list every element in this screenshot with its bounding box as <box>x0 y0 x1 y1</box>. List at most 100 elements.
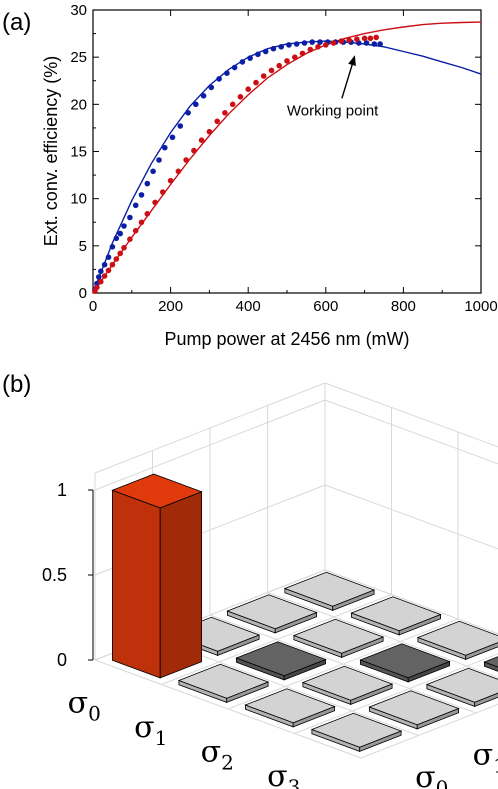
y-tick-label: 10 <box>70 191 87 208</box>
data-point <box>200 93 207 99</box>
data-point <box>367 35 374 42</box>
bar-top <box>416 620 498 656</box>
data-point <box>117 230 123 237</box>
z-tick-label: 0.5 <box>42 565 67 585</box>
data-point <box>109 261 116 268</box>
data-point <box>117 250 123 257</box>
x-tick-label: 1000 <box>464 298 497 315</box>
main-bar <box>111 473 203 679</box>
data-point <box>255 51 261 58</box>
data-point <box>138 192 145 198</box>
data-points <box>92 34 383 294</box>
panel-label-a: (a) <box>2 9 31 36</box>
data-point <box>121 244 127 251</box>
data-point <box>330 40 337 46</box>
data-point <box>309 39 316 45</box>
bar-face-right <box>465 642 498 660</box>
data-point <box>96 274 102 280</box>
x-axis-label: Pump power at 2456 nm (mW) <box>164 329 409 349</box>
data-point <box>214 118 220 125</box>
data-point <box>162 144 168 151</box>
density-matrix-3d-bar-chart: 00.51 σ0σ1σ2σ3σ0σ1σ2σ3 <box>42 382 498 789</box>
z-axis: 00.51 <box>42 480 94 670</box>
grid-line <box>324 399 498 465</box>
data-point <box>276 62 283 69</box>
grid-line <box>94 399 326 491</box>
floor-line <box>324 569 498 635</box>
bar-top <box>177 663 270 699</box>
grid-line <box>324 382 498 448</box>
fit-curve-0 <box>92 40 482 294</box>
x-tick-label: 800 <box>391 298 416 315</box>
data-point <box>371 41 378 47</box>
bar-top <box>111 473 203 509</box>
grid-line <box>94 382 326 474</box>
matrix-axis-labels: σ0σ1σ2σ3σ0σ1σ2σ3 <box>68 685 498 789</box>
row-label: σ0 <box>68 685 101 725</box>
matrix-tile <box>283 571 376 611</box>
data-point <box>354 36 360 42</box>
3d-grid <box>94 382 498 759</box>
bar-face-left <box>483 661 498 672</box>
y-tick-label: 5 <box>79 238 87 255</box>
data-point <box>373 34 380 41</box>
y-axis-label: Ext. conv. efficiency (%) <box>41 56 61 246</box>
col-label: σ1 <box>473 737 498 777</box>
data-point <box>160 189 166 195</box>
data-point <box>270 45 277 52</box>
matrix-tile <box>310 712 403 752</box>
data-point <box>239 59 246 65</box>
floor-line <box>267 592 498 678</box>
x-tick-label: 600 <box>313 298 338 315</box>
data-point <box>315 44 321 50</box>
data-point <box>191 147 197 154</box>
data-point <box>292 54 298 60</box>
axis-ticks: 0 200 400 600 800 1000 0 5 10 15 20 25 30 <box>70 2 497 315</box>
y-tick-label: 20 <box>70 96 87 113</box>
row-label: σ2 <box>201 734 234 774</box>
data-point <box>167 177 174 184</box>
y-tick-label: 0 <box>79 285 87 302</box>
data-point <box>208 84 215 91</box>
data-point <box>144 211 151 217</box>
data-point <box>317 39 323 45</box>
matrix-tile <box>177 663 270 703</box>
x-tick-label: 0 <box>89 298 97 315</box>
data-point <box>278 44 285 50</box>
panel-label-b: (b) <box>2 371 31 398</box>
data-point <box>132 202 139 209</box>
data-point <box>98 278 104 285</box>
data-point <box>361 35 368 42</box>
data-point <box>144 180 151 187</box>
data-point <box>247 55 253 61</box>
z-tick-label: 0 <box>57 650 67 670</box>
data-point <box>229 101 236 108</box>
matrix-tile <box>416 620 498 660</box>
data-point <box>121 223 127 229</box>
data-point <box>109 244 116 250</box>
matrix-tile <box>244 688 336 728</box>
bar-top <box>301 665 394 701</box>
matrix-tiles <box>111 473 498 752</box>
matrix-tile <box>368 690 460 730</box>
row-label: σ3 <box>267 759 300 789</box>
matrix-tile <box>301 665 394 705</box>
bar-top <box>283 571 376 607</box>
data-point <box>307 46 314 53</box>
data-point <box>377 41 383 47</box>
efficiency-plot: 0 200 400 600 800 1000 0 5 10 15 20 25 30 Working po… <box>41 2 498 349</box>
data-point <box>299 50 306 57</box>
bar-top <box>359 643 451 679</box>
data-point <box>216 76 222 82</box>
data-point <box>245 86 251 92</box>
bar-top <box>235 641 327 677</box>
matrix-tile <box>359 643 451 683</box>
matrix-tile <box>226 594 318 634</box>
data-point <box>183 157 189 163</box>
data-point <box>222 110 228 116</box>
data-point <box>113 235 120 242</box>
data-point <box>286 42 292 48</box>
data-point <box>113 256 120 262</box>
data-point <box>105 254 112 260</box>
data-point <box>98 268 104 275</box>
